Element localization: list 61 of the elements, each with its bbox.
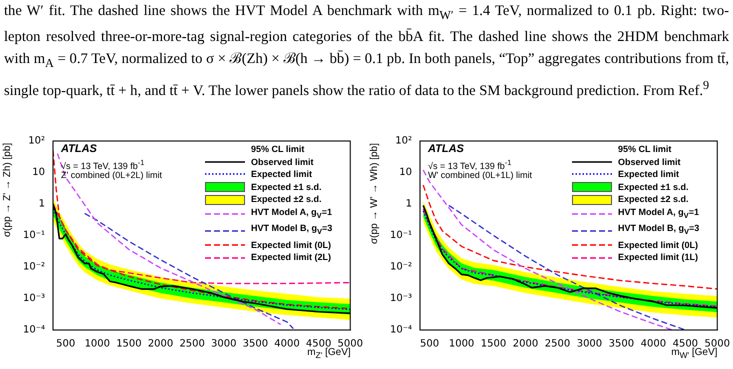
annotation: ATLAS xyxy=(428,143,464,155)
x-tick-label: 2000 xyxy=(148,338,174,350)
legend-label: Expected limit (1L) xyxy=(618,251,698,264)
y-tick-label: 1 xyxy=(38,198,46,210)
y-tick-label: 10 xyxy=(399,167,412,178)
legend-label: HVT Model B, g$_{V}$=3 xyxy=(618,222,700,238)
legend-label: Expected ±2 s.d. xyxy=(618,193,688,206)
y-tick-label: 10⁻³ xyxy=(22,293,46,304)
legend-label: Expected limit (0L) xyxy=(251,238,332,252)
x-tick-label: 2000 xyxy=(512,338,538,350)
x-tick-label: 1000 xyxy=(448,338,474,350)
y-tick-label: 10⁻¹ xyxy=(22,230,46,242)
y-tick-label: 10⁻² xyxy=(22,262,46,273)
legend-label: Expected ±1 s.d. xyxy=(251,180,322,194)
legend-label: Expected limit xyxy=(618,168,680,181)
legend-label: Expected ±2 s.d. xyxy=(251,193,322,206)
legend-label: Observed limit xyxy=(618,156,681,168)
y-tick-label: 10² xyxy=(28,136,46,147)
x-tick-label: 1000 xyxy=(84,338,110,350)
y-tick-label: 10² xyxy=(395,136,412,147)
y-tick-label: 1 xyxy=(406,198,412,210)
y-axis-title: σ(pp → Z' → Zh) [pb] xyxy=(2,142,13,237)
y-axis-title: σ(pp → W' → Wh) [pb] xyxy=(369,143,380,244)
annotation: Z' combined (0L+2L) limit xyxy=(61,170,162,180)
x-tick-label: 500 xyxy=(56,338,76,350)
annotation: √s = 13 TeV, 139 fb$^{-1}$ xyxy=(428,158,512,171)
x-tick-label: 2500 xyxy=(179,338,205,350)
legend-label: HVT Model B, g$_{V}$=3 xyxy=(251,222,332,238)
x-tick-label: 3500 xyxy=(608,338,634,350)
legend-label: HVT Model A, g$_{V}$=1 xyxy=(251,206,332,222)
annotation: ATLAS xyxy=(61,143,97,155)
y-tick-label: 10⁻¹ xyxy=(390,230,412,242)
text: the W′ fit. The dashed line shows the HVT Model A benchmark with m$_{W′}$ = 1.4 TeV, normalized to 0.1 pb. Right: two-lepton resolved three-or-more-tag signal-region categories of the bb̄A fit. The dashed line shows the 2HDM benchmark with m$_{A}$ = 0.7 TeV, normalized to σ × ℬ(Zh) × ℬ(h → bb̄) = 0.1 pb. In both panels, “Top” aggregates contributions from tt̄, single top-quark, tt̄ + h, and tt̄ + V. The lower panels show the ratio of data to the SM background prediction. From Ref.$^{9}$ xyxy=(4,3,729,99)
x-tick-label: 2500 xyxy=(544,338,570,350)
x-tick-label: 1500 xyxy=(116,338,142,350)
legend-label: Observed limit xyxy=(251,156,314,168)
y-tick-label: 10 xyxy=(32,167,46,178)
legend-title: 95% CL limit xyxy=(617,143,672,156)
legend-label: Expected limit xyxy=(251,168,312,181)
x-axis-title: m$_{W'}$ [GeV] xyxy=(671,347,718,360)
legend-label: Expected limit (2L) xyxy=(251,251,332,264)
x-tick-label: 3000 xyxy=(576,338,602,350)
x-tick-label: 500 xyxy=(420,338,440,350)
legend-label: Expected limit (0L) xyxy=(618,238,698,252)
x-tick-label: 1500 xyxy=(480,338,506,350)
legend-title: 95% CL limit xyxy=(250,143,306,156)
legend-label: Expected ±1 s.d. xyxy=(618,180,688,194)
x-tick-label: 3500 xyxy=(242,338,268,350)
x-tick-label: 4000 xyxy=(274,338,300,350)
line-series xyxy=(422,184,718,290)
y-tick-label: 10⁻² xyxy=(390,262,412,273)
x-axis-title: m$_{Z'}$ [GeV] xyxy=(307,347,351,360)
y-tick-label: 10⁻³ xyxy=(390,293,412,304)
annotation: √s = 13 TeV, 139 fb$^{-1}$ xyxy=(61,158,144,171)
line-series xyxy=(53,203,350,284)
legend-label: HVT Model A, g$_{V}$=1 xyxy=(618,206,699,222)
x-tick-label: 4000 xyxy=(640,338,666,350)
annotation: W' combined (0L+1L) limit xyxy=(428,170,532,180)
x-tick-label: 3000 xyxy=(211,338,237,350)
y-tick-label: 10⁻⁴ xyxy=(390,324,412,336)
y-tick-label: 10⁻⁴ xyxy=(22,324,46,336)
